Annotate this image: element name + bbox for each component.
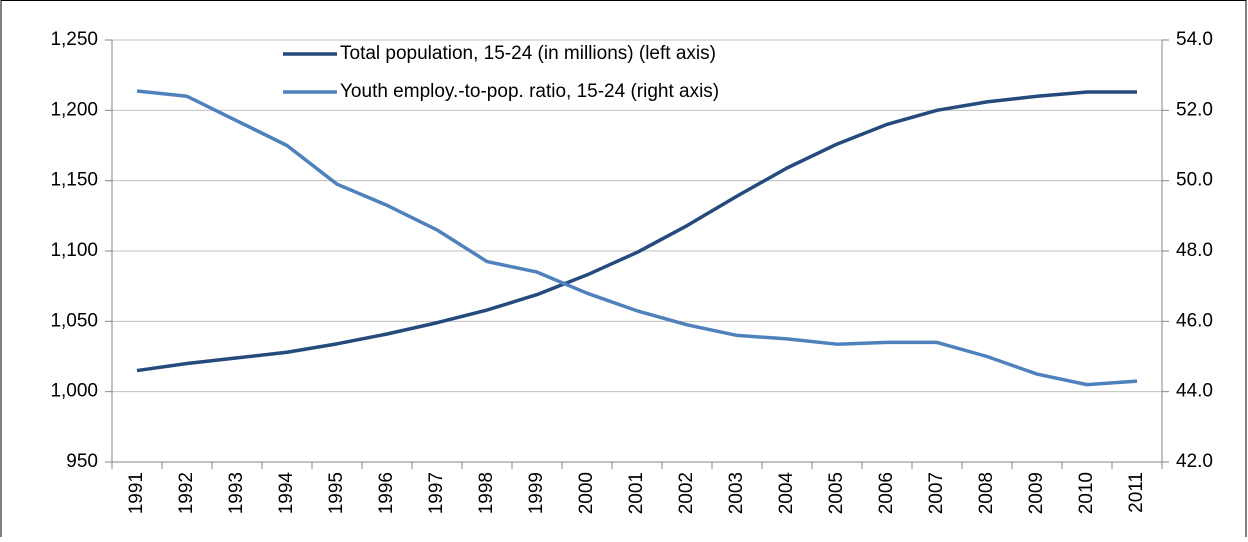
x-tick-label: 2001 xyxy=(626,472,647,514)
x-tick-label: 2004 xyxy=(776,472,797,515)
x-tick-label: 2003 xyxy=(726,472,747,514)
legend-label: Total population, 15-24 (in millions) (l… xyxy=(340,43,716,64)
x-tick-label: 1999 xyxy=(526,472,547,514)
y2-tick-label: 42.0 xyxy=(1176,451,1213,472)
x-tick-label: 2002 xyxy=(676,472,697,514)
x-tick-label: 2000 xyxy=(576,472,597,514)
y-tick-label: 1,150 xyxy=(50,170,98,191)
x-tick-label: 1994 xyxy=(276,472,297,515)
y-tick-label: 950 xyxy=(66,451,98,472)
y2-tick-label: 44.0 xyxy=(1176,381,1213,402)
y2-tick-label: 46.0 xyxy=(1176,310,1213,331)
x-tick-label: 1993 xyxy=(226,472,247,514)
x-tick-label: 1996 xyxy=(376,472,397,514)
y2-tick-label: 48.0 xyxy=(1176,240,1213,261)
y2-tick-label: 50.0 xyxy=(1176,170,1213,191)
y-tick-label: 1,250 xyxy=(50,29,98,50)
x-tick-label: 2011 xyxy=(1126,472,1147,513)
x-tick-label: 2007 xyxy=(926,472,947,514)
line-series xyxy=(136,89,1138,387)
y-tick-label: 1,000 xyxy=(50,381,98,402)
x-tick-label: 1995 xyxy=(326,472,347,514)
x-tick-label: 2010 xyxy=(1076,472,1097,514)
x-tick-label: 1997 xyxy=(426,472,447,514)
x-tick-label: 1992 xyxy=(176,472,197,514)
line-series xyxy=(136,90,1137,373)
y2-tick-label: 54.0 xyxy=(1176,29,1213,50)
x-tick-label: 1998 xyxy=(476,472,497,514)
legend-label: Youth employ.-to-pop. ratio, 15-24 (righ… xyxy=(340,81,719,102)
x-tick-label: 2009 xyxy=(1026,472,1047,514)
x-tick-label: 2006 xyxy=(876,472,897,514)
y-tick-label: 1,050 xyxy=(50,310,98,331)
y-tick-label: 1,200 xyxy=(50,99,98,120)
y2-tick-label: 52.0 xyxy=(1176,99,1213,120)
x-tick-label: 2005 xyxy=(826,472,847,514)
x-tick-label: 2008 xyxy=(976,472,997,514)
y-tick-label: 1,100 xyxy=(50,240,98,261)
x-tick-label: 1991 xyxy=(126,472,147,514)
